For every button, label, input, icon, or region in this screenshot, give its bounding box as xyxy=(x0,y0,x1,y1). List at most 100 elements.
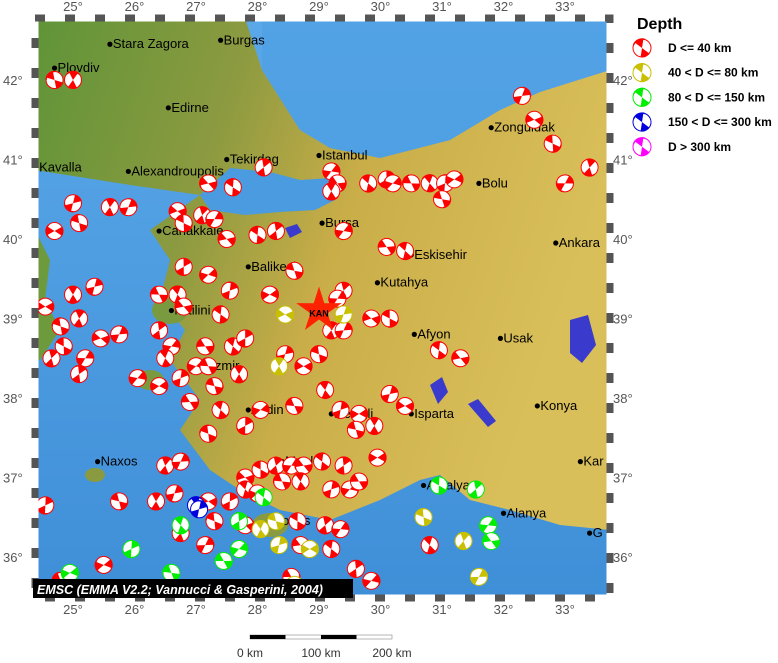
focal-mechanism[interactable] xyxy=(311,451,333,473)
focal-mechanism[interactable] xyxy=(110,492,129,511)
focal-mechanism[interactable] xyxy=(449,347,472,370)
focal-mechanism[interactable] xyxy=(247,224,268,245)
focal-mechanism[interactable] xyxy=(362,414,386,438)
focal-mechanism[interactable] xyxy=(292,454,315,477)
focal-mechanism[interactable] xyxy=(469,567,489,587)
focal-mechanism[interactable] xyxy=(252,156,275,179)
focal-mechanism[interactable] xyxy=(267,354,291,378)
beachball-icon[interactable] xyxy=(630,111,653,134)
focal-mechanism[interactable] xyxy=(314,514,337,537)
focal-mechanism[interactable] xyxy=(258,283,282,307)
focal-mechanism[interactable] xyxy=(210,304,231,325)
focal-mechanism[interactable] xyxy=(205,377,224,396)
focal-mechanism[interactable] xyxy=(199,424,218,443)
focal-mechanism[interactable] xyxy=(98,195,122,219)
focal-mechanism[interactable] xyxy=(119,198,138,217)
focal-mechanism[interactable] xyxy=(213,550,234,571)
focal-mechanism[interactable] xyxy=(69,213,89,233)
focal-mechanism[interactable] xyxy=(418,534,441,557)
focal-mechanism[interactable] xyxy=(92,553,116,577)
focal-mechanism[interactable] xyxy=(253,486,275,508)
focal-mechanism[interactable] xyxy=(265,220,288,243)
focal-mechanism[interactable] xyxy=(153,454,177,478)
focal-mechanism[interactable] xyxy=(219,491,240,512)
focal-mechanism[interactable] xyxy=(171,452,190,471)
focal-mechanism[interactable] xyxy=(442,168,466,192)
focal-mechanism[interactable] xyxy=(171,368,190,388)
focal-mechanism[interactable] xyxy=(270,535,289,555)
focal-mechanism[interactable] xyxy=(480,530,503,553)
focal-mechanism[interactable] xyxy=(174,213,193,233)
focal-mechanism[interactable] xyxy=(464,478,487,501)
focal-mechanism[interactable] xyxy=(249,398,272,421)
focal-mechanism[interactable] xyxy=(190,500,209,519)
beachball-icon[interactable] xyxy=(630,36,653,59)
focal-mechanism[interactable] xyxy=(309,345,328,364)
focal-mechanism[interactable] xyxy=(522,108,546,132)
focal-mechanism[interactable] xyxy=(67,307,91,331)
focal-mechanism[interactable] xyxy=(45,70,64,89)
focal-mechanism[interactable] xyxy=(205,512,224,531)
focal-mechanism[interactable] xyxy=(222,177,243,198)
focal-mechanism[interactable] xyxy=(333,220,355,242)
focal-mechanism[interactable] xyxy=(209,398,232,421)
focal-mechanism[interactable] xyxy=(204,209,224,229)
focal-mechanism[interactable] xyxy=(289,470,313,494)
focal-mechanism[interactable] xyxy=(332,454,354,476)
focal-mechanism[interactable] xyxy=(428,339,450,361)
focal-mechanism[interactable] xyxy=(381,172,404,195)
focal-mechanism[interactable] xyxy=(89,326,113,350)
epicenter-marker[interactable]: KAN xyxy=(296,286,342,331)
focal-mechanism[interactable] xyxy=(148,319,171,342)
focal-mechanism[interactable] xyxy=(394,240,417,263)
focal-mechanism[interactable] xyxy=(418,172,441,195)
focal-mechanism[interactable] xyxy=(292,354,316,378)
focal-mechanism[interactable] xyxy=(40,346,64,370)
focal-mechanism[interactable] xyxy=(198,356,218,376)
focal-mechanism[interactable] xyxy=(250,459,270,479)
focal-mechanism[interactable] xyxy=(220,281,240,301)
focal-mechanism[interactable] xyxy=(147,374,171,398)
focal-mechanism[interactable] xyxy=(512,86,532,105)
focal-mechanism[interactable] xyxy=(348,471,370,493)
focal-mechanism[interactable] xyxy=(85,277,104,296)
focal-mechanism[interactable] xyxy=(401,173,422,194)
focal-mechanism[interactable] xyxy=(393,394,417,418)
focal-mechanism[interactable] xyxy=(249,517,273,541)
focal-mechanism[interactable] xyxy=(365,446,389,470)
focal-mechanism[interactable] xyxy=(376,236,398,258)
focal-mechanism[interactable] xyxy=(162,563,181,582)
focal-mechanism[interactable] xyxy=(165,484,184,503)
focal-mechanism[interactable] xyxy=(319,179,343,203)
beachball-icon[interactable] xyxy=(630,61,653,84)
focal-mechanism[interactable] xyxy=(179,391,201,413)
focal-mechanism[interactable] xyxy=(235,415,256,436)
focal-mechanism[interactable] xyxy=(54,336,74,356)
focal-mechanism[interactable] xyxy=(169,514,192,537)
focal-mechanism[interactable] xyxy=(334,305,353,324)
focal-mechanism[interactable] xyxy=(380,309,400,329)
focal-mechanism[interactable] xyxy=(43,219,67,243)
focal-mechanism[interactable] xyxy=(173,256,194,277)
focal-mechanism[interactable] xyxy=(195,535,215,555)
focal-mechanism[interactable] xyxy=(228,510,250,532)
focal-mechanism[interactable] xyxy=(346,420,366,439)
focal-mechanism[interactable] xyxy=(360,570,383,593)
focal-mechanism[interactable] xyxy=(61,68,85,92)
focal-mechanism[interactable] xyxy=(63,194,82,213)
focal-mechanism[interactable] xyxy=(227,362,251,386)
focal-mechanism[interactable] xyxy=(330,519,351,540)
focal-mechanism[interactable] xyxy=(429,475,450,496)
focal-mechanism[interactable] xyxy=(543,134,562,153)
focal-mechanism[interactable] xyxy=(153,346,177,370)
focal-mechanism[interactable] xyxy=(172,295,195,318)
focal-mechanism[interactable] xyxy=(194,335,216,357)
focal-mechanism[interactable] xyxy=(33,295,57,319)
focal-mechanism[interactable] xyxy=(266,512,286,531)
beachball-icon[interactable] xyxy=(630,86,653,109)
focal-mechanism[interactable] xyxy=(235,328,256,349)
focal-mechanism[interactable] xyxy=(322,480,341,499)
focal-mechanism[interactable] xyxy=(345,558,367,580)
focal-mechanism[interactable] xyxy=(197,263,220,286)
focal-mechanism[interactable] xyxy=(578,156,602,180)
